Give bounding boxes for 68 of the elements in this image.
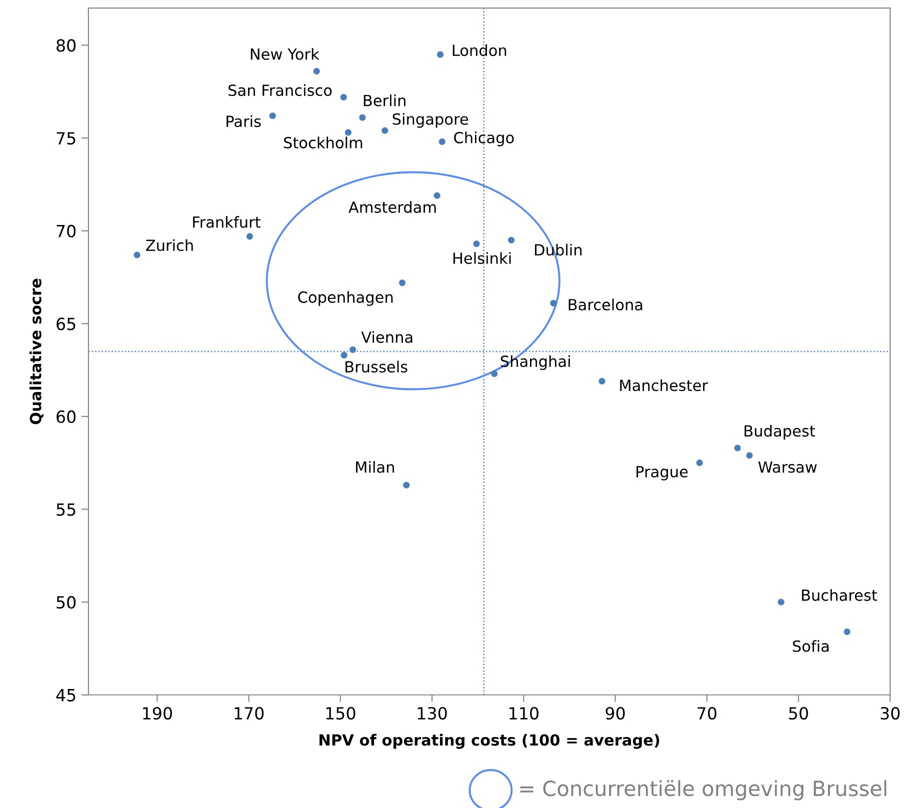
y-tick-label: 65 bbox=[56, 318, 76, 330]
x-tick-label: 90 bbox=[606, 706, 625, 720]
series-label: Amsterdam bbox=[348, 201, 436, 213]
series-label: Manchester bbox=[620, 379, 708, 392]
x-tick-label: 70 bbox=[698, 706, 716, 720]
series-label: Budapest bbox=[744, 424, 816, 440]
point bbox=[778, 598, 784, 606]
point bbox=[403, 482, 410, 488]
point bbox=[436, 51, 444, 58]
x-tick-label: 50 bbox=[789, 706, 808, 720]
y-tick-label: 50 bbox=[56, 596, 76, 609]
point bbox=[508, 236, 515, 244]
x-tick-label: 110 bbox=[510, 706, 538, 720]
point bbox=[491, 370, 498, 378]
series-label: Singapore bbox=[392, 113, 468, 128]
text: = Concurrentiële omgeving Brussel bbox=[520, 780, 886, 800]
series-label: Brussels bbox=[346, 360, 408, 373]
series-label: London bbox=[452, 44, 506, 56]
point bbox=[340, 94, 347, 100]
y-axis-title: Qualitative socre bbox=[30, 278, 44, 424]
series-label: Barcelona bbox=[568, 298, 642, 310]
y-tick-label: 45 bbox=[56, 689, 76, 702]
y-tick-label: 80 bbox=[56, 39, 76, 52]
x-tick-label: 190 bbox=[143, 706, 172, 720]
x-tick-label: 30 bbox=[880, 706, 900, 720]
series-label: Sofia bbox=[792, 640, 829, 652]
point bbox=[344, 129, 352, 136]
series-label: San Francisco bbox=[228, 84, 332, 96]
point bbox=[438, 138, 446, 146]
y-tick-label: 75 bbox=[56, 132, 76, 145]
point bbox=[134, 252, 140, 258]
series-label: Bucharest bbox=[802, 589, 878, 601]
series-label: Frankfurt bbox=[193, 216, 260, 228]
series-label: Vienna bbox=[361, 331, 412, 343]
series-label: New York bbox=[250, 48, 320, 60]
point bbox=[349, 346, 356, 353]
series-label: Zurich bbox=[146, 239, 193, 252]
point bbox=[844, 628, 850, 636]
series-label: Paris bbox=[226, 115, 261, 128]
series-label: Milan bbox=[356, 461, 394, 473]
series-label: Warsaw bbox=[758, 461, 817, 473]
x-tick-label: 130 bbox=[418, 706, 447, 720]
y-tick-label: 55 bbox=[56, 503, 76, 516]
point bbox=[434, 192, 440, 199]
series-label: Prague bbox=[636, 466, 688, 480]
point bbox=[382, 127, 388, 134]
y-tick-label: 70 bbox=[56, 224, 76, 238]
point bbox=[550, 300, 557, 307]
x-axis-title: NPV of operating costs (100 = average) bbox=[320, 734, 660, 749]
point bbox=[398, 280, 406, 286]
series-label: Chicago bbox=[454, 132, 514, 146]
x-tick-label: 170 bbox=[234, 706, 264, 720]
point bbox=[598, 378, 606, 384]
point bbox=[696, 460, 703, 466]
x-tick-label: 150 bbox=[326, 706, 356, 720]
point bbox=[340, 352, 348, 358]
point bbox=[473, 240, 480, 248]
point bbox=[359, 114, 366, 121]
series-label: Stockholm bbox=[284, 136, 362, 148]
y-tick-label: 60 bbox=[56, 410, 76, 424]
series-label: Berlin bbox=[364, 94, 406, 106]
series-label: Helsinki bbox=[453, 252, 511, 264]
series-label: Copenhagen bbox=[298, 291, 393, 306]
point bbox=[746, 452, 753, 459]
point bbox=[269, 112, 276, 120]
point bbox=[313, 68, 320, 74]
point bbox=[734, 444, 741, 452]
point bbox=[246, 233, 254, 240]
